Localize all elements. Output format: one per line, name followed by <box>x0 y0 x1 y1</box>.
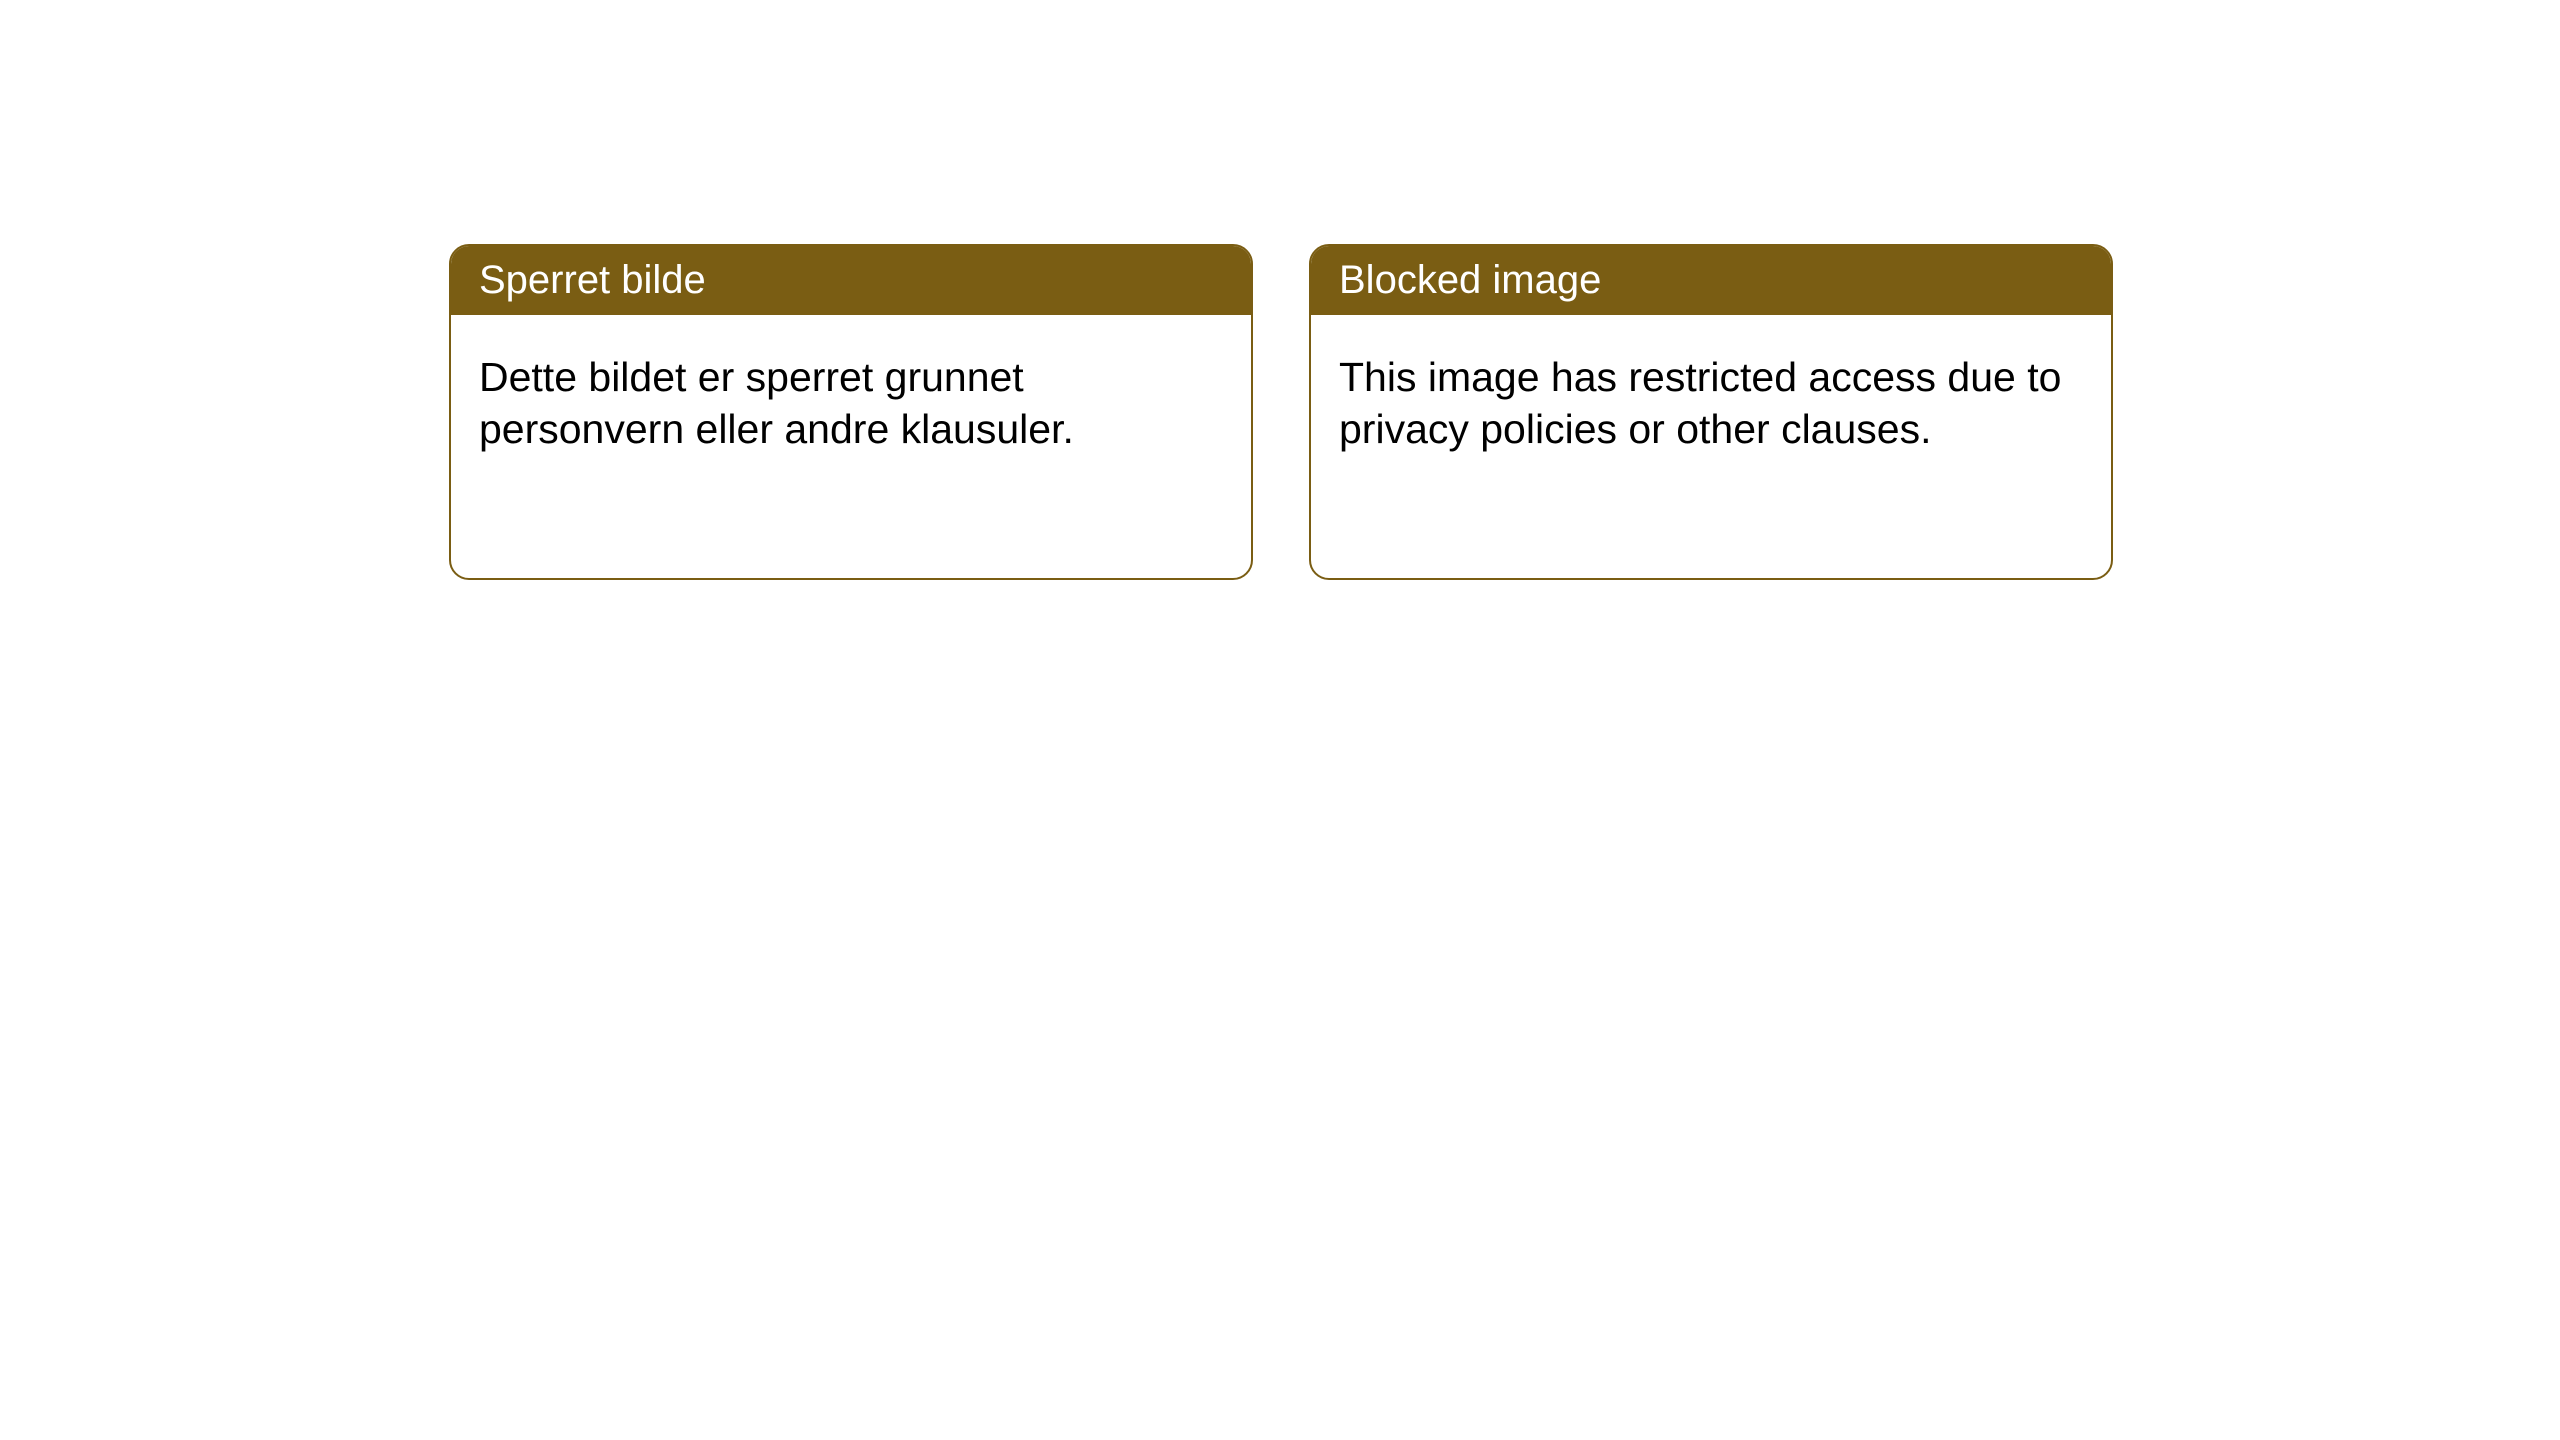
card-title-no: Sperret bilde <box>479 258 706 302</box>
card-body-en: This image has restricted access due to … <box>1311 315 2111 491</box>
card-header-no: Sperret bilde <box>451 246 1251 315</box>
blocked-image-card-en: Blocked image This image has restricted … <box>1309 244 2113 580</box>
card-body-no: Dette bildet er sperret grunnet personve… <box>451 315 1251 491</box>
card-header-en: Blocked image <box>1311 246 2111 315</box>
card-body-text-no: Dette bildet er sperret grunnet personve… <box>479 354 1074 452</box>
card-body-text-en: This image has restricted access due to … <box>1339 354 2061 452</box>
notice-container: Sperret bilde Dette bildet er sperret gr… <box>0 0 2560 580</box>
blocked-image-card-no: Sperret bilde Dette bildet er sperret gr… <box>449 244 1253 580</box>
card-title-en: Blocked image <box>1339 258 1601 302</box>
